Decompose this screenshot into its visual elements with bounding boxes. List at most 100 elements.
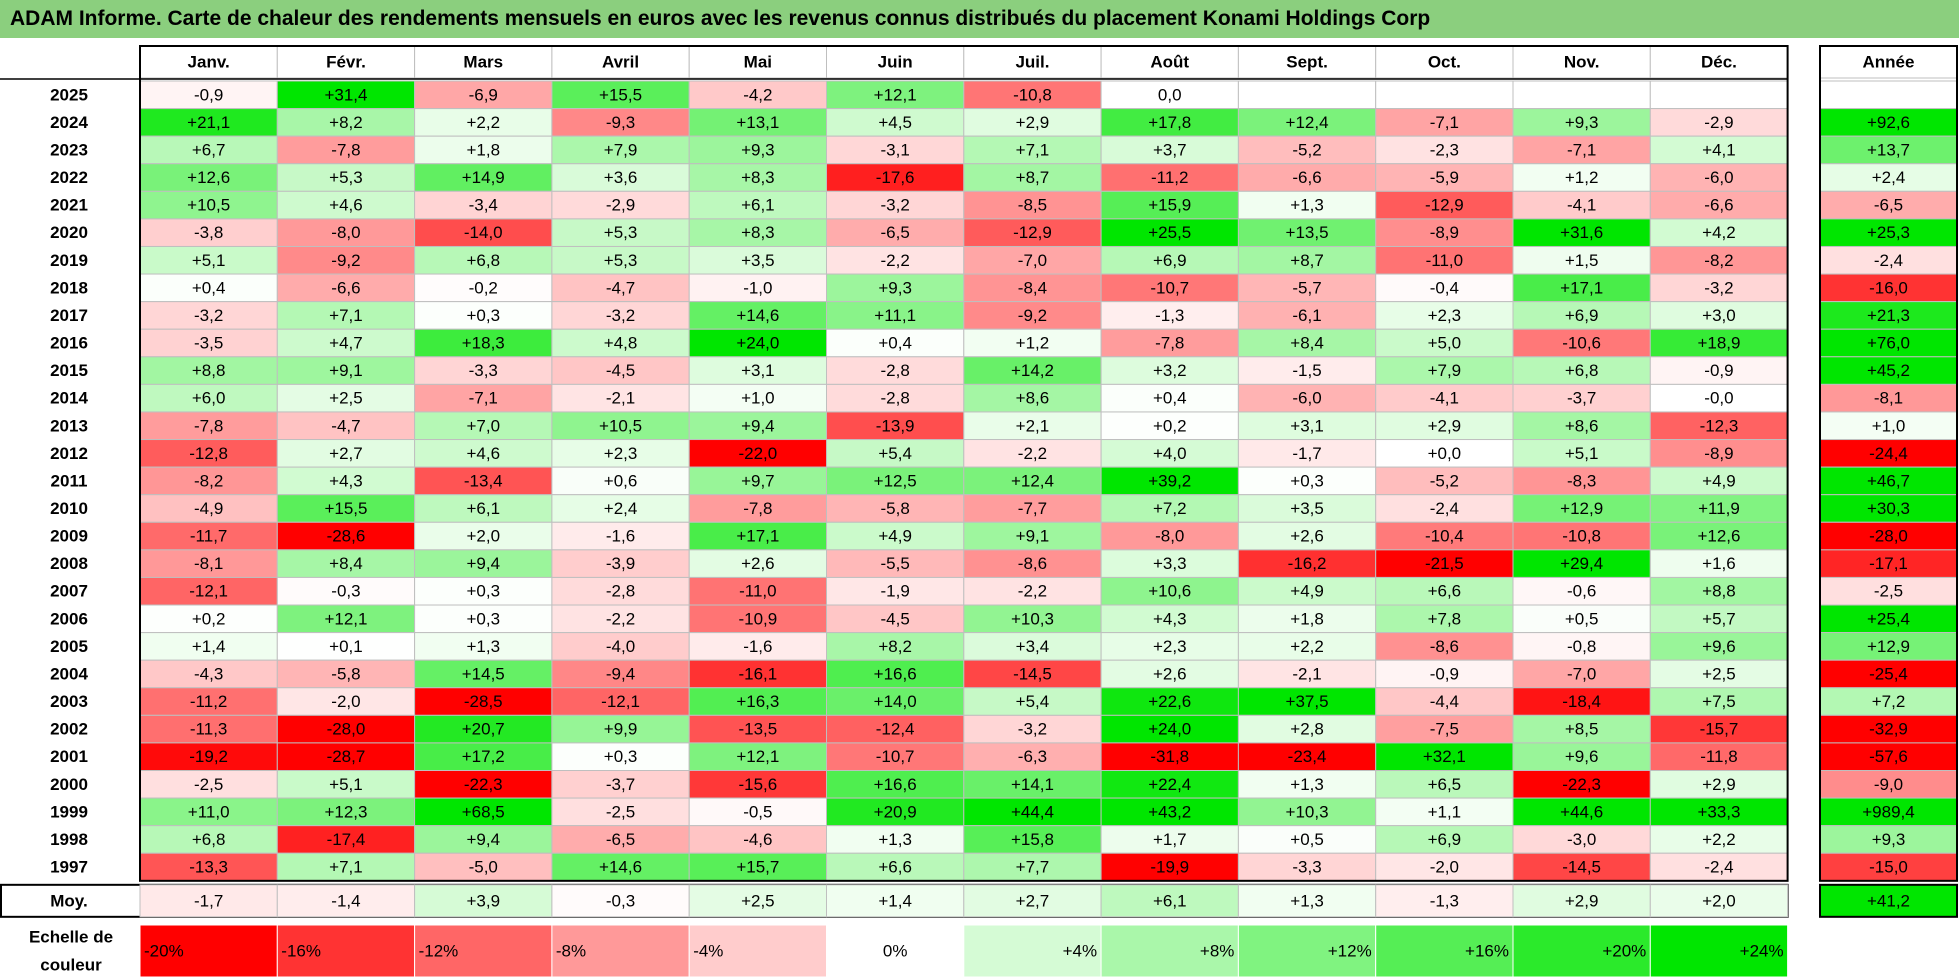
heatmap-cell xyxy=(414,383,553,413)
cell-value: +9,9 xyxy=(604,720,638,739)
heatmap-cell xyxy=(551,825,690,854)
cell-value: +6,8 xyxy=(466,251,500,270)
cell-value: -8,6 xyxy=(1018,554,1047,573)
heatmap-cell xyxy=(276,383,416,413)
heatmap-cell xyxy=(688,163,828,192)
column-header-cell xyxy=(1512,45,1651,79)
cell-value: +1,3 xyxy=(466,637,500,656)
heatmap-cell xyxy=(826,825,965,854)
heatmap-cell xyxy=(963,659,1102,689)
cell-value: -3,2 xyxy=(194,306,223,325)
cell-value: -4,0 xyxy=(606,637,635,656)
heatmap-cell xyxy=(826,687,965,716)
cell-value: +5,1 xyxy=(329,775,363,794)
cell-value: -18,4 xyxy=(1562,692,1601,711)
cell-value: +6,8 xyxy=(1565,361,1599,380)
average-cell xyxy=(551,884,690,918)
row-year-label: 1999 xyxy=(50,802,88,821)
heatmap-cell xyxy=(1237,411,1377,441)
heatmap-cell xyxy=(963,632,1102,661)
cell-value: -4,1 xyxy=(1430,389,1459,408)
heatmap-cell xyxy=(1512,356,1651,385)
heatmap-cell xyxy=(1237,521,1377,551)
cell-value: -3,2 xyxy=(1018,720,1047,739)
heatmap-cell xyxy=(826,108,965,137)
heatmap-cell xyxy=(688,825,828,854)
cell-value: +1,2 xyxy=(1565,168,1599,187)
cell-value: +4,5 xyxy=(878,113,912,132)
cell-value: -0,0 xyxy=(1704,389,1733,408)
heatmap-cell xyxy=(1375,190,1514,220)
heatmap-cell xyxy=(551,797,690,827)
heatmap-cell xyxy=(1512,659,1651,689)
cell-value: -4,1 xyxy=(1567,196,1596,215)
cell-value: +2,3 xyxy=(604,444,638,463)
cell-value: -6,6 xyxy=(1292,168,1321,187)
column-header-cell xyxy=(139,45,278,79)
column-header: Févr. xyxy=(326,53,366,72)
heatmap-cell xyxy=(414,549,553,578)
heatmap-cell xyxy=(1100,659,1239,689)
heatmap-cell xyxy=(1649,301,1789,330)
cell-value: +8,7 xyxy=(1290,251,1324,270)
scale-stop-label: -12% xyxy=(419,942,459,961)
scale-swatch xyxy=(1237,924,1377,978)
cell-value: -3,4 xyxy=(469,196,498,215)
cell-value: -7,8 xyxy=(743,499,772,518)
cell-value: +29,4 xyxy=(1560,554,1603,573)
cell-value: +15,5 xyxy=(599,85,642,104)
cell-value: +9,1 xyxy=(329,361,363,380)
cell-value: +3,3 xyxy=(1153,554,1187,573)
heatmap-cell xyxy=(688,714,828,744)
average-annual-value: +41,2 xyxy=(1867,891,1910,910)
heatmap-cell xyxy=(1100,190,1239,220)
cell-value: +0,1 xyxy=(329,637,363,656)
cell-value: -5,9 xyxy=(1430,168,1459,187)
scale-stop-label: +16% xyxy=(1465,942,1509,961)
average-cell xyxy=(826,884,965,918)
column-header: Août xyxy=(1150,53,1189,72)
cell-value: -6,0 xyxy=(1704,168,1733,187)
heatmap-cell xyxy=(1649,742,1789,771)
average-value: +1,3 xyxy=(1290,891,1324,910)
cell-value: +8,7 xyxy=(1016,168,1050,187)
cell-value: -0,2 xyxy=(469,278,498,297)
heatmap-cell xyxy=(139,604,278,634)
heatmap-cell xyxy=(414,632,553,661)
cell-value: -6,3 xyxy=(1018,747,1047,766)
heatmap-cell xyxy=(1237,494,1377,523)
annual-cell xyxy=(1819,825,1958,854)
heatmap-cell xyxy=(963,714,1102,744)
heatmap-cell xyxy=(963,163,1102,192)
cell-value: -8,9 xyxy=(1704,444,1733,463)
heatmap-cell xyxy=(276,632,416,661)
heatmap-cell xyxy=(826,273,965,303)
heatmap-cell xyxy=(414,852,553,882)
cell-value: +10,6 xyxy=(1148,582,1191,601)
annual-value: +46,7 xyxy=(1867,471,1910,490)
cell-value: +5,1 xyxy=(192,251,226,270)
annual-value: -24,4 xyxy=(1869,444,1908,463)
average-cell xyxy=(139,884,278,918)
column-header: Mars xyxy=(463,53,503,72)
column-header-cell xyxy=(414,45,553,79)
cell-value: +11,1 xyxy=(874,306,916,325)
cell-value: -10,8 xyxy=(1013,85,1052,104)
cell-value: -7,8 xyxy=(331,140,360,159)
cell-value: -8,0 xyxy=(1155,527,1184,546)
cell-value: +4,2 xyxy=(1702,223,1736,242)
heatmap-cell xyxy=(551,659,690,689)
heatmap-cell xyxy=(1375,742,1514,771)
cell-value: +9,4 xyxy=(466,830,500,849)
heatmap-cell xyxy=(1237,439,1377,468)
heatmap-cell xyxy=(1237,383,1377,413)
cell-value: -4,4 xyxy=(1430,692,1459,711)
cell-value: +3,5 xyxy=(1290,499,1324,518)
annual-value: +13,7 xyxy=(1867,140,1910,159)
cell-value: +5,0 xyxy=(1428,334,1462,353)
cell-value: +5,4 xyxy=(878,444,912,463)
cell-value: -1,0 xyxy=(743,278,772,297)
annual-header: Année xyxy=(1863,53,1915,72)
cell-value: +15,9 xyxy=(1148,196,1191,215)
cell-value: -3,7 xyxy=(1567,389,1596,408)
